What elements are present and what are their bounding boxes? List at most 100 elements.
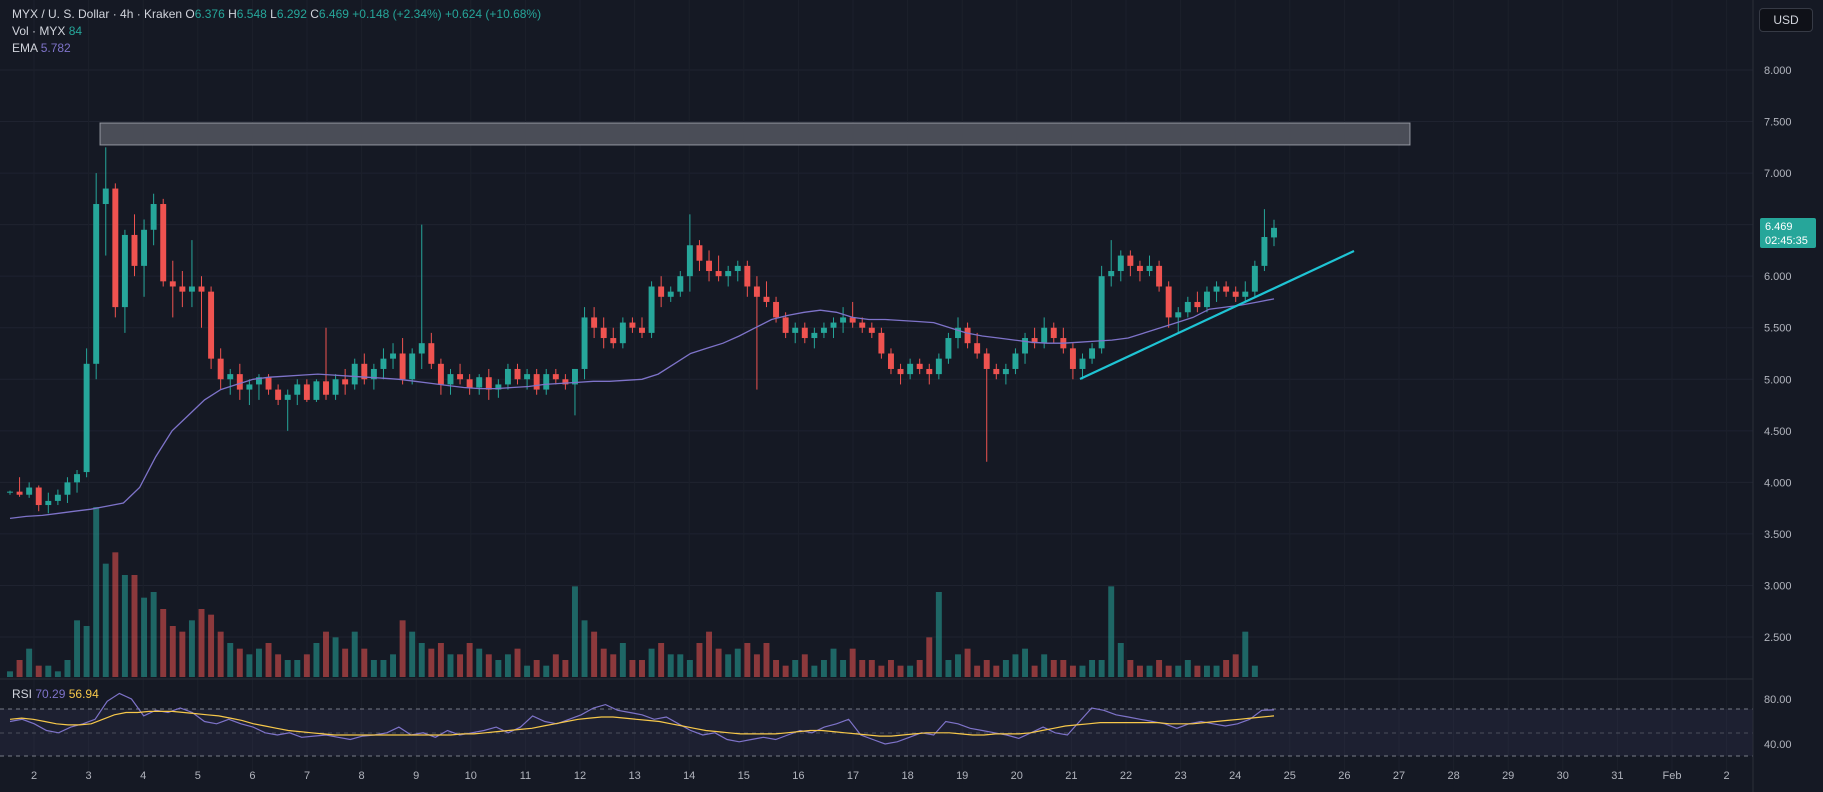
candle-body <box>198 286 205 292</box>
time-tick-label: 7 <box>304 770 310 782</box>
volume-bar <box>734 648 741 677</box>
candle-body <box>753 286 760 297</box>
volume-bar <box>1089 660 1096 677</box>
candle-body <box>26 487 33 495</box>
candle <box>1079 353 1086 380</box>
candle-body <box>677 276 684 292</box>
candle-body <box>1146 265 1153 272</box>
volume-bar <box>811 665 818 677</box>
candle-body <box>1108 271 1115 277</box>
candle <box>1031 327 1038 349</box>
candle <box>303 379 310 402</box>
candle-body <box>457 374 464 380</box>
candle <box>1184 296 1191 318</box>
candle <box>323 327 329 400</box>
candle <box>476 374 483 395</box>
volume-bar <box>773 660 780 677</box>
time-tick-label: 28 <box>1447 770 1459 782</box>
candle-body <box>485 377 492 390</box>
candle <box>198 276 205 328</box>
candle <box>26 482 33 498</box>
volume-bar <box>629 660 636 677</box>
volume-bar <box>600 648 607 677</box>
time-tick-label: 24 <box>1229 770 1241 782</box>
rsi-value: 70.29 <box>35 687 66 701</box>
rsi-tick-label: 40.00 <box>1764 739 1792 751</box>
candle <box>284 389 291 431</box>
volume-bar <box>390 654 396 677</box>
candle <box>466 374 473 395</box>
candle-body <box>916 363 923 369</box>
volume-bar <box>849 648 856 677</box>
candle-body <box>246 384 253 390</box>
candle <box>1271 219 1277 247</box>
candle-body <box>581 317 588 369</box>
candle-body <box>849 317 856 323</box>
volume-bar <box>1156 660 1163 677</box>
volume-legend[interactable]: Vol · MYX 84 <box>12 23 82 39</box>
currency-button[interactable]: USD <box>1759 8 1813 32</box>
volume-bar <box>725 654 732 677</box>
volume-bar <box>1223 660 1230 677</box>
candle <box>313 379 320 402</box>
volume-bar <box>160 609 167 677</box>
candle-body <box>1079 358 1086 369</box>
open-label: O <box>185 7 195 21</box>
symbol-title[interactable]: MYX / U. S. Dollar · 4h · Kraken <box>12 7 183 21</box>
price-tick-label: 6.000 <box>1764 271 1792 283</box>
candle <box>275 384 282 406</box>
price-axis: 8.0007.5007.0006.5006.0005.5005.0004.500… <box>1764 65 1792 644</box>
time-tick-label: 27 <box>1393 770 1405 782</box>
candle-body <box>955 327 961 339</box>
rsi-line <box>9 692 1275 745</box>
candle <box>916 358 923 375</box>
volume-bar <box>409 631 416 677</box>
volume-bar <box>141 597 148 677</box>
candle <box>16 477 23 497</box>
candle-body <box>284 394 291 400</box>
time-tick-label: 26 <box>1338 770 1350 782</box>
candle <box>753 276 760 390</box>
trend-line[interactable] <box>1079 250 1355 380</box>
candles <box>7 147 1277 514</box>
countdown-timer: 02:45:35 <box>1765 235 1808 247</box>
candle <box>121 229 128 333</box>
volume-bar <box>1079 665 1086 677</box>
volume-bar <box>16 660 23 677</box>
volume-bar <box>619 643 626 677</box>
volume-bar <box>1108 586 1115 677</box>
rsi-legend[interactable]: RSI 70.29 56.94 <box>12 686 99 702</box>
resistance-zone[interactable] <box>99 122 1411 146</box>
volume-bar <box>323 631 329 677</box>
candle-body <box>217 358 224 380</box>
candle-body <box>868 327 875 333</box>
candle-body <box>667 291 674 297</box>
change-value: +0.148 (+2.34%) <box>352 7 442 21</box>
candle-body <box>964 327 971 344</box>
volume-bar <box>1127 660 1134 677</box>
rsi-ma-value: 56.94 <box>68 687 99 701</box>
candle <box>236 363 243 400</box>
time-tick-label: 11 <box>520 770 531 782</box>
candle-body <box>1213 286 1220 292</box>
candle-body <box>1117 255 1124 272</box>
volume-bar <box>54 671 61 677</box>
ema-legend[interactable]: EMA 5.782 <box>12 40 71 56</box>
candle <box>811 327 818 349</box>
candle <box>1108 240 1115 287</box>
volume-bar <box>284 660 291 677</box>
time-tick-label: 2 <box>1724 770 1730 782</box>
volume-bar <box>457 654 464 677</box>
time-tick-label: 6 <box>249 770 255 782</box>
volume-bar <box>935 592 942 677</box>
candle <box>1089 343 1096 364</box>
volume-bar <box>955 654 961 677</box>
candle-body <box>543 374 550 390</box>
candle-body <box>1251 265 1258 292</box>
candle <box>677 271 684 297</box>
candle-body <box>131 234 138 266</box>
candle <box>801 322 808 344</box>
candle <box>619 317 626 349</box>
volume-bar <box>572 586 578 677</box>
